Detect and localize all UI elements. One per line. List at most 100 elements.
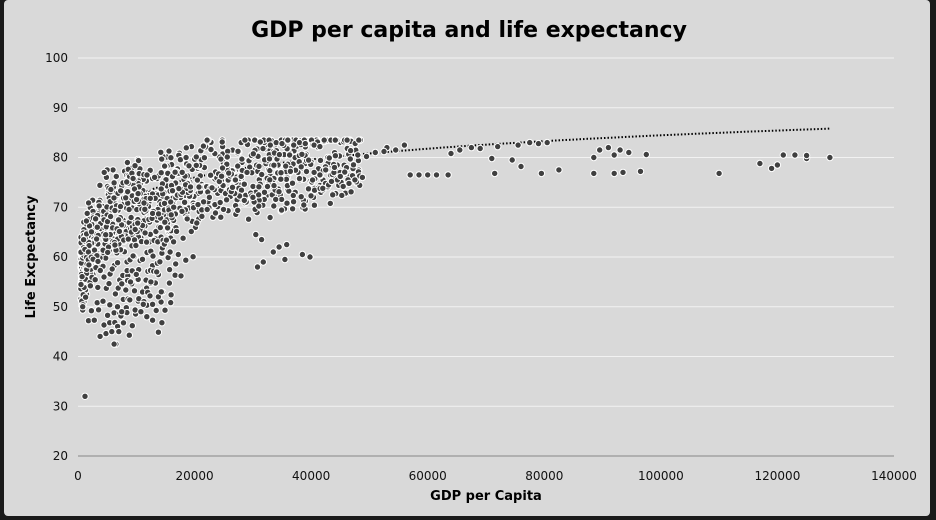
data-point bbox=[339, 182, 347, 191]
data-point bbox=[192, 161, 201, 170]
data-point bbox=[81, 392, 89, 400]
y-tick-label: 80 bbox=[53, 151, 68, 165]
data-point bbox=[169, 238, 178, 246]
data-point bbox=[619, 168, 627, 177]
data-point bbox=[171, 168, 179, 176]
data-point bbox=[270, 161, 278, 169]
data-point bbox=[106, 301, 114, 309]
data-point bbox=[207, 145, 215, 154]
data-point bbox=[115, 227, 124, 236]
data-point bbox=[610, 151, 618, 159]
data-point bbox=[172, 260, 180, 268]
data-point bbox=[331, 136, 339, 144]
data-point bbox=[165, 147, 173, 155]
data-point bbox=[132, 195, 141, 204]
data-point bbox=[283, 240, 291, 249]
data-point bbox=[234, 162, 242, 170]
y-tick-label: 60 bbox=[53, 250, 68, 264]
data-point bbox=[263, 182, 272, 191]
x-tick-label: 100000 bbox=[638, 469, 684, 483]
data-point bbox=[255, 162, 263, 171]
x-tick-label: 140000 bbox=[871, 469, 917, 483]
data-point bbox=[467, 143, 476, 152]
data-point bbox=[269, 248, 277, 256]
data-point bbox=[526, 138, 534, 147]
data-point bbox=[157, 185, 165, 193]
data-point bbox=[195, 183, 203, 191]
y-tick-label: 20 bbox=[53, 449, 68, 463]
data-point bbox=[177, 272, 185, 280]
data-point bbox=[432, 171, 441, 179]
data-point bbox=[319, 184, 327, 193]
data-point bbox=[94, 306, 103, 314]
data-point bbox=[456, 146, 464, 154]
data-point bbox=[199, 142, 208, 150]
data-point bbox=[231, 176, 240, 184]
data-point bbox=[132, 241, 140, 250]
data-point bbox=[141, 229, 149, 237]
data-point bbox=[415, 171, 423, 179]
x-tick-label: 40000 bbox=[292, 469, 330, 483]
data-point bbox=[302, 167, 311, 176]
data-point bbox=[203, 136, 211, 144]
data-point bbox=[211, 209, 220, 217]
data-point bbox=[715, 169, 723, 178]
data-point bbox=[83, 209, 91, 218]
data-point bbox=[127, 213, 135, 222]
x-tick-label: 20000 bbox=[175, 469, 213, 483]
data-point bbox=[286, 167, 295, 176]
data-point bbox=[143, 171, 151, 179]
tick-layer: 20 30 40 50 60 70 80 90 100 0 20000 40000 60000 80000… bbox=[45, 51, 917, 483]
data-point bbox=[252, 230, 260, 239]
data-point bbox=[85, 261, 93, 269]
data-point bbox=[148, 316, 157, 324]
data-point bbox=[216, 198, 224, 207]
data-point bbox=[326, 199, 334, 208]
data-point bbox=[234, 206, 242, 215]
data-point bbox=[310, 201, 319, 209]
x-tick-label: 0 bbox=[74, 469, 82, 483]
data-point bbox=[183, 215, 191, 223]
data-point bbox=[113, 259, 122, 267]
data-point bbox=[119, 319, 128, 327]
data-point bbox=[288, 179, 297, 187]
data-point bbox=[147, 278, 155, 286]
data-point bbox=[87, 228, 96, 236]
chart-title: GDP per capita and life expectancy bbox=[251, 18, 687, 43]
data-point bbox=[122, 194, 130, 202]
data-point bbox=[84, 199, 93, 207]
data-point bbox=[253, 263, 262, 271]
data-point bbox=[96, 332, 104, 341]
data-point bbox=[258, 170, 266, 179]
data-point bbox=[346, 155, 354, 163]
data-point bbox=[358, 173, 367, 182]
data-point bbox=[92, 235, 101, 243]
data-point bbox=[110, 340, 118, 348]
data-point bbox=[105, 279, 113, 288]
data-point bbox=[175, 184, 183, 193]
data-point bbox=[131, 225, 139, 234]
data-point bbox=[534, 139, 543, 148]
data-point bbox=[610, 169, 618, 178]
data-point bbox=[260, 188, 269, 197]
data-point bbox=[178, 207, 186, 216]
data-point bbox=[256, 138, 264, 146]
data-point bbox=[218, 164, 227, 172]
data-point bbox=[277, 175, 285, 183]
data-point bbox=[113, 303, 122, 311]
data-point bbox=[102, 231, 110, 239]
x-tick-label: 120000 bbox=[755, 469, 801, 483]
chart-area: GDP per capita and life expectancy 20 30 4… bbox=[4, 0, 930, 516]
data-point bbox=[146, 292, 154, 300]
data-point bbox=[596, 146, 604, 154]
data-point bbox=[141, 205, 149, 214]
data-point bbox=[285, 151, 294, 159]
data-point bbox=[134, 219, 142, 227]
data-point bbox=[152, 306, 160, 315]
data-point bbox=[259, 144, 267, 153]
data-point bbox=[791, 151, 799, 159]
data-point bbox=[228, 183, 237, 192]
data-point bbox=[447, 149, 455, 158]
data-point bbox=[165, 265, 174, 274]
y-tick-label: 100 bbox=[45, 51, 68, 65]
